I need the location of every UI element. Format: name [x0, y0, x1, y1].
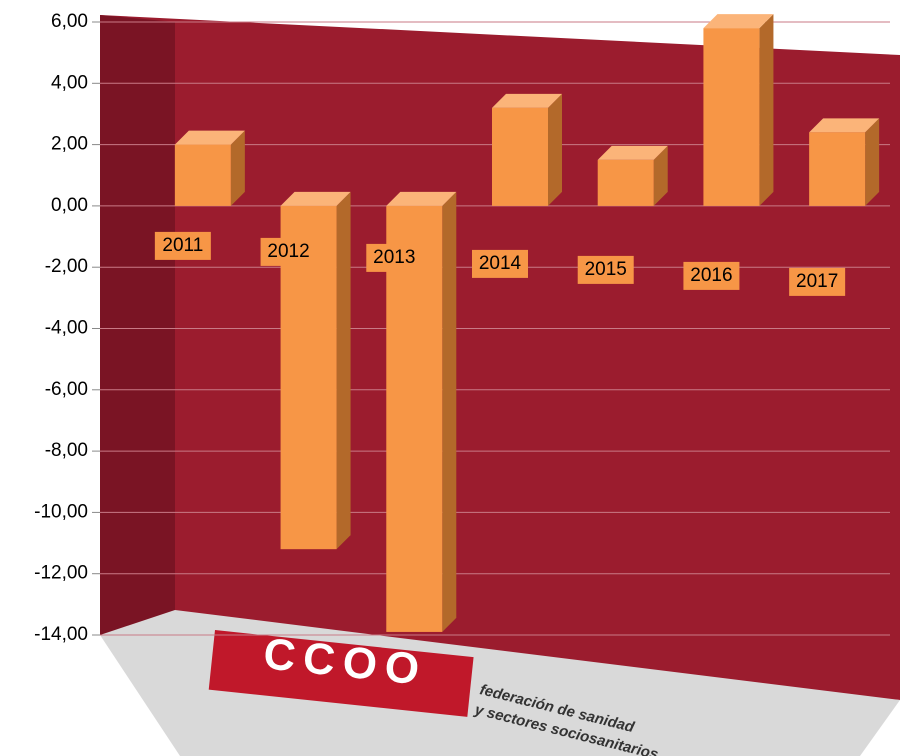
x-label-bg	[683, 261, 740, 290]
x-tick-label: 2015	[585, 259, 627, 280]
bar-side	[442, 191, 457, 632]
y-tick-label: -10,00	[34, 501, 88, 522]
bar	[597, 159, 654, 206]
y-tick-label: 4,00	[51, 72, 88, 93]
bar	[174, 144, 231, 206]
marks: 2011 2012 2013 2014 2015 2016 2017	[154, 14, 880, 632]
bar	[809, 132, 866, 206]
bar	[703, 28, 760, 206]
bar-top	[280, 191, 351, 206]
bar	[386, 205, 443, 632]
x-tick-label: 2014	[479, 253, 522, 274]
y-tick-label: -4,00	[45, 318, 88, 339]
y-tick-label: -8,00	[45, 440, 88, 461]
bar-side	[548, 93, 562, 206]
x-label-bg	[366, 243, 423, 272]
logo-box	[208, 630, 474, 717]
bar-top	[492, 93, 562, 108]
x-label-bg	[789, 267, 846, 296]
bar-side	[230, 130, 245, 206]
bar-top	[386, 191, 457, 206]
y-tick-label: -6,00	[45, 379, 88, 400]
x-label-bg	[472, 249, 528, 278]
bar-top	[703, 14, 774, 29]
x-label-bg	[577, 255, 634, 284]
x-label-bg	[260, 237, 317, 266]
y-tick-label: -12,00	[34, 563, 88, 584]
x-tick-label: 2016	[690, 265, 732, 286]
side-wall	[100, 15, 175, 635]
bar-side	[653, 145, 668, 206]
bar-top	[597, 145, 668, 160]
bar-side	[759, 14, 774, 206]
bar	[492, 107, 548, 206]
bar-side	[865, 118, 880, 206]
y-tick-label: -2,00	[45, 256, 88, 277]
y-tick-label: 2,00	[51, 134, 88, 155]
bar-side	[336, 191, 351, 550]
bar-top	[174, 130, 245, 145]
x-label-bg	[154, 231, 211, 260]
y-tick-label: 0,00	[51, 195, 88, 216]
x-tick-label: 2012	[267, 241, 309, 262]
bar-top	[809, 118, 880, 133]
y-tick-label: -14,00	[34, 624, 88, 645]
y-tick-label: 6,00	[51, 11, 88, 32]
x-tick-label: 2011	[162, 235, 203, 256]
x-tick-label: 2017	[796, 271, 838, 292]
x-tick-label: 2013	[373, 247, 415, 268]
